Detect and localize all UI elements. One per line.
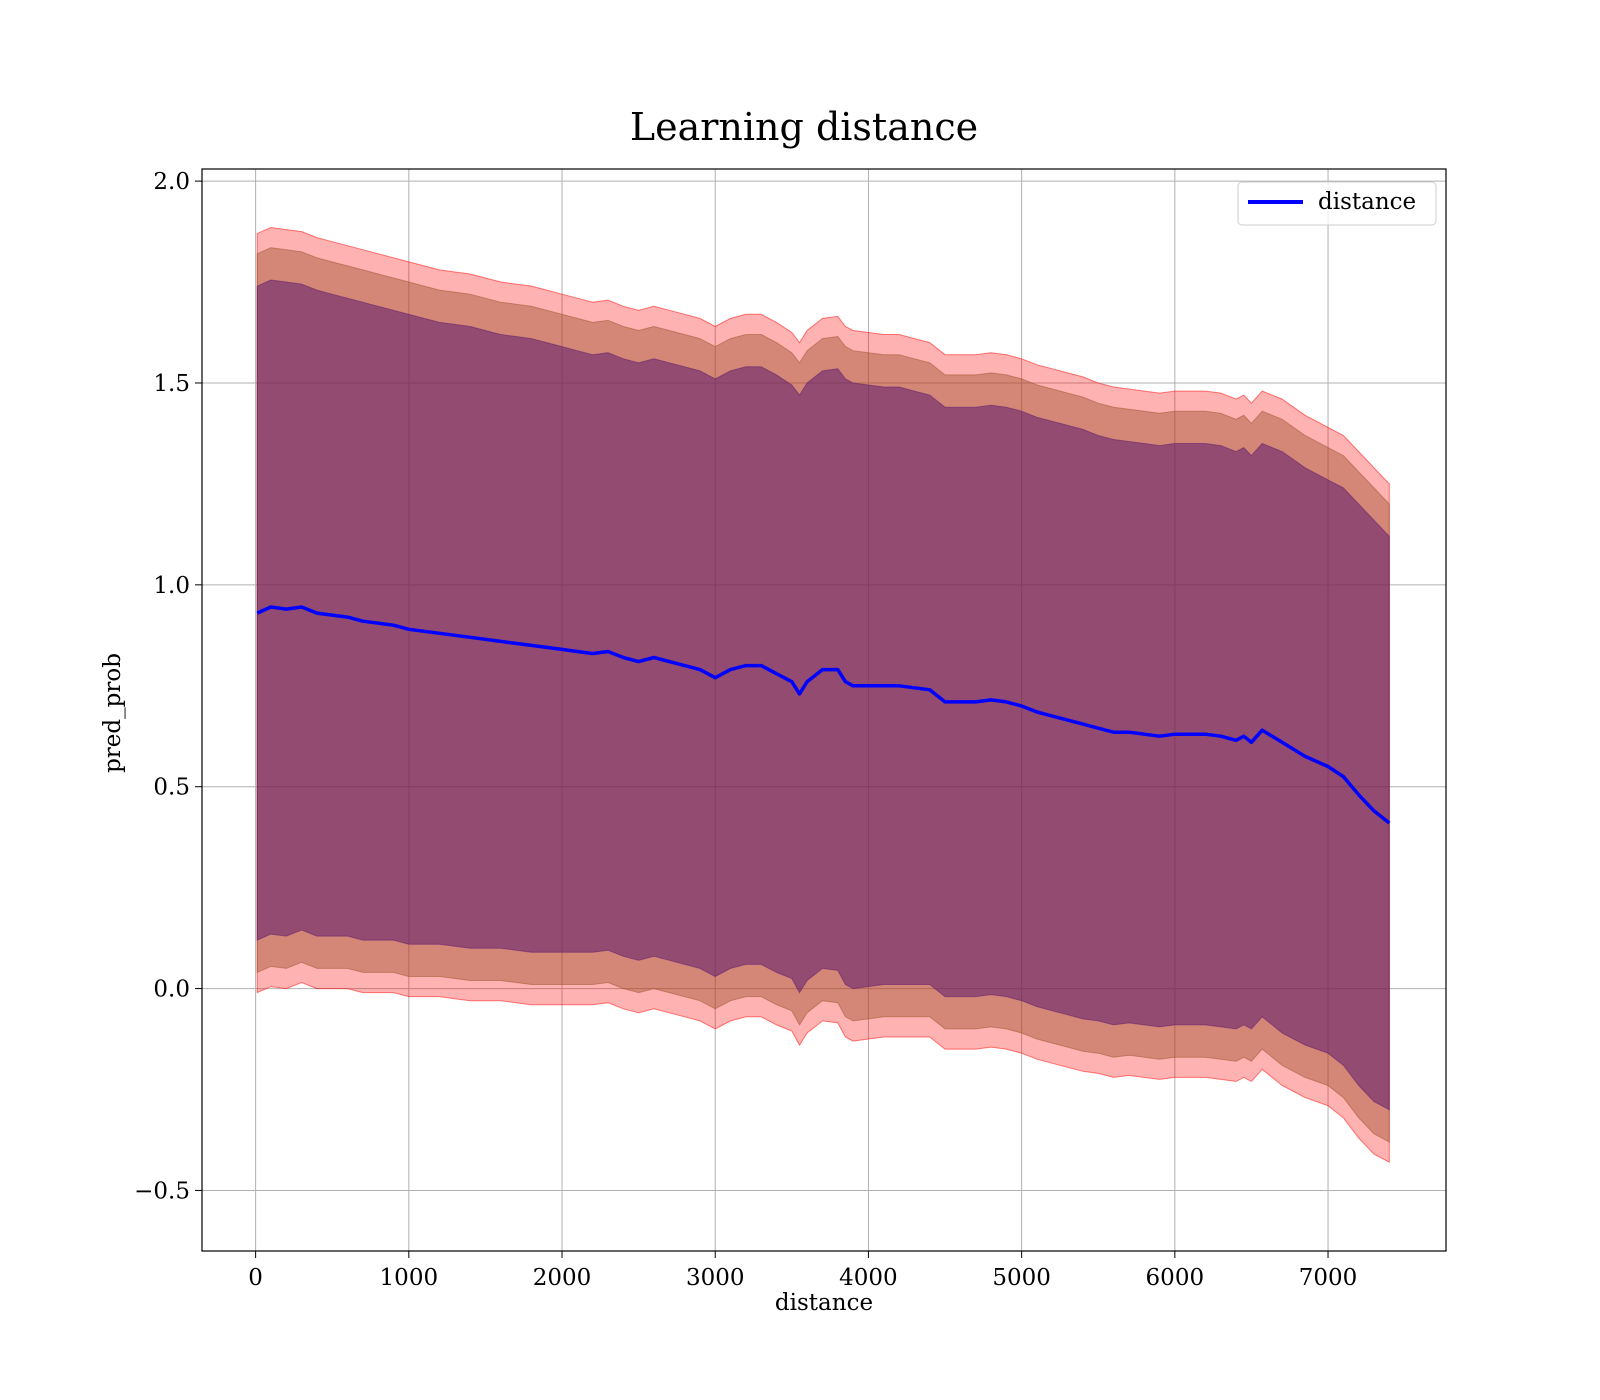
plot-area: 0 1000 2000 3000 4000 5000 6000 7000 −0.5 0.0 0.5 1…: [134, 168, 1447, 1291]
x-tick-label-4: 4000: [839, 1265, 898, 1291]
x-tick-label-7: 7000: [1299, 1265, 1358, 1291]
legend: distance: [1237, 181, 1437, 226]
x-tick-label-0: 0: [248, 1265, 263, 1291]
y-tick-label-1: 0.0: [153, 977, 190, 1003]
y-tick-label-5: 2.0: [153, 169, 190, 195]
x-tick-label-5: 5000: [992, 1265, 1051, 1291]
axes-frame: [201, 168, 1447, 1252]
y-axis-label: pred_prob: [100, 653, 126, 773]
chart-title: Learning distance: [630, 105, 978, 149]
y-tick-label-4: 1.5: [153, 371, 190, 397]
confidence-band-2: [256, 279, 1390, 1111]
x-tick-label-3: 3000: [686, 1265, 745, 1291]
y-tick-label-2: 0.5: [153, 775, 190, 801]
x-axis-label: distance: [775, 1290, 873, 1316]
x-tick-label-6: 6000: [1146, 1265, 1205, 1291]
y-tick-label-0: −0.5: [134, 1178, 190, 1204]
series-line-distance: [256, 605, 1391, 825]
legend-box: [1237, 181, 1437, 226]
x-tick-label-2: 2000: [533, 1265, 592, 1291]
x-tick-label-1: 1000: [380, 1265, 439, 1291]
legend-label-distance: distance: [1318, 189, 1416, 215]
y-tick-label-3: 1.0: [153, 573, 190, 599]
